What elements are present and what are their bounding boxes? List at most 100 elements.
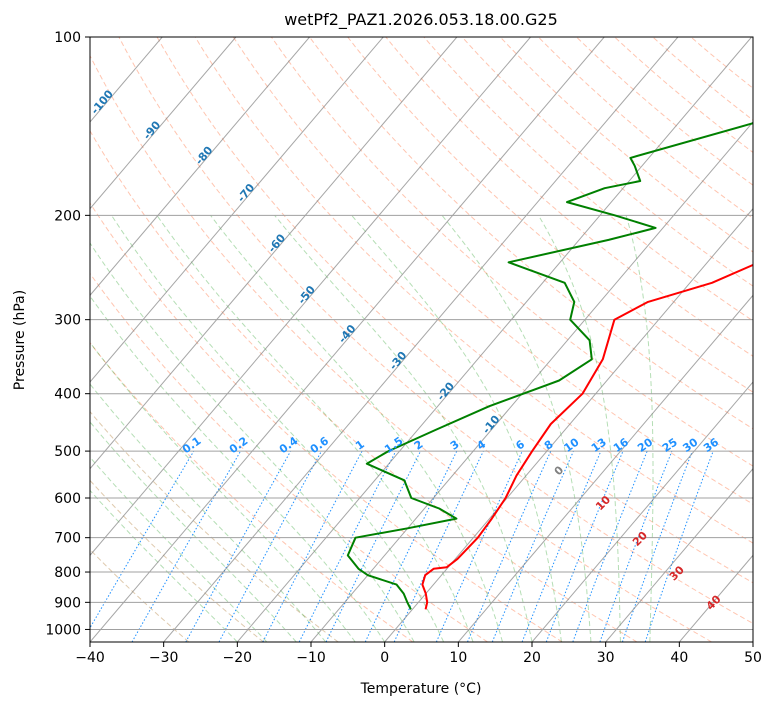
moist-adiabat [90, 456, 268, 642]
x-tick-label: −30 [149, 650, 179, 666]
isotherm-label: -90 [141, 118, 164, 142]
moist-adiabat [441, 214, 592, 642]
mixing-ratio-label: 8 [542, 438, 556, 453]
isotherm-label: -10 [480, 413, 503, 437]
dry-adiabat [156, 37, 753, 584]
y-tick-label: 900 [54, 595, 81, 611]
mixing-ratio-line [491, 450, 574, 642]
isotherm-label: -70 [235, 181, 258, 205]
mixing-ratio-line [621, 450, 693, 642]
isotherm-line [90, 37, 310, 297]
x-tick-label: 40 [670, 650, 688, 666]
moist-adiabat [90, 383, 327, 642]
dry-adiabat [90, 272, 488, 642]
mixing-ratio-line [325, 450, 422, 642]
x-axis: −40 −30 −20 −10 0 10 20 30 40 50 [75, 642, 762, 666]
mixing-ratio-line [185, 450, 292, 642]
isotherm-line [531, 381, 753, 642]
mixing-ratio-label: 36 [701, 435, 721, 455]
x-axis-label: Temperature (°C) [360, 681, 482, 697]
x-tick-label: −40 [75, 650, 105, 666]
sounding-lines [346, 121, 753, 610]
dry-adiabat [90, 54, 712, 642]
moist-adiabat [274, 214, 533, 642]
moist-adiabat [90, 489, 238, 642]
moist-adiabat [90, 341, 356, 642]
moist-adiabat [156, 215, 474, 642]
isotherm-label: -100 [88, 87, 116, 117]
mixing-ratio-label: 16 [611, 435, 631, 455]
isotherm-line [605, 467, 753, 642]
mixing-ratio-line [521, 450, 602, 642]
moist-adiabat [538, 215, 621, 642]
x-tick-label: 10 [449, 650, 467, 666]
mixing-ratio-line [644, 450, 714, 642]
mixing-ratio-label: 3 [448, 438, 462, 453]
mixing-ratio-label: 13 [589, 436, 609, 455]
y-tick-label: 400 [54, 387, 81, 403]
dry-adiabat [194, 37, 753, 544]
x-tick-label: 0 [380, 650, 389, 666]
mixing-ratio-line [131, 450, 242, 642]
x-tick-label: 30 [597, 650, 615, 666]
mixing-ratio-line [545, 450, 624, 642]
dry-adiabat [118, 37, 753, 625]
background-lines [90, 37, 753, 642]
mixing-ratio-line [572, 450, 648, 642]
isotherm-line [310, 121, 753, 642]
moist-adiabat [210, 214, 503, 642]
mixing-ratio-label: 2 [412, 438, 426, 453]
mixing-ratio-line [364, 450, 458, 642]
dry-adiabat [614, 37, 753, 154]
dewpoint-line [346, 121, 753, 610]
isotherm-label: -20 [434, 379, 457, 403]
dry-adiabat [347, 37, 753, 393]
x-tick-label: −10 [296, 650, 326, 666]
moist-adiabat [625, 215, 654, 642]
y-tick-label: 300 [54, 313, 81, 329]
isotherm-line [90, 37, 458, 470]
y-axis: 100 200 300 400 500 600 700 800 900 1000 [45, 30, 90, 638]
y-tick-label: 700 [54, 531, 81, 547]
line-labels: 0.1 0.2 0.4 0.6 1 1.5 2 3 4 6 8 10 13 16 20 25 30 36-100-… [88, 87, 724, 612]
plot-frame [89, 36, 754, 643]
dry-adiabat [385, 37, 753, 357]
theta-label: 20 [630, 529, 650, 549]
dry-adiabat [90, 202, 563, 642]
mixing-ratio-label: 0.4 [277, 434, 301, 456]
dry-adiabat [90, 479, 264, 642]
moist-adiabat [351, 214, 562, 642]
mixing-ratio-label: 0.6 [308, 434, 332, 456]
x-tick-label: −20 [223, 650, 253, 666]
mixing-ratio-line [298, 450, 397, 642]
mixing-ratio-line [218, 450, 322, 642]
dry-adiabat [576, 37, 753, 186]
mixing-ratio-label: 0.1 [180, 434, 203, 456]
mixing-ratio-line [599, 450, 673, 642]
dry-adiabat [309, 37, 753, 430]
dry-adiabat [690, 37, 753, 89]
mixing-ratio-label: 30 [680, 435, 700, 455]
isotherm-line [236, 37, 752, 642]
x-tick-label: 50 [744, 650, 762, 666]
y-axis-label: Pressure (hPa) [12, 290, 28, 390]
isotherm-label: -50 [295, 283, 318, 307]
moist-adiabat [90, 421, 297, 642]
isotherm-label: -40 [336, 322, 359, 346]
dry-adiabat [461, 37, 753, 287]
dry-adiabat [90, 410, 339, 642]
isotherm-label: -80 [193, 144, 216, 168]
isotherm-line [90, 37, 605, 642]
y-tick-label: 1000 [45, 622, 81, 638]
y-tick-label: 200 [54, 208, 81, 224]
mixing-ratio-label: 1 [353, 438, 367, 453]
theta-label: 0 [552, 463, 567, 478]
mixing-ratio-line [90, 450, 195, 629]
mixing-ratio-line [262, 450, 363, 642]
dry-adiabat [90, 129, 638, 642]
chart-title: wetPf2_PAZ1.2026.053.18.00.G25 [284, 10, 558, 30]
moist-adiabat [90, 242, 415, 642]
y-tick-label: 100 [54, 30, 81, 46]
isotherm-line [457, 294, 753, 642]
isotherm-line [163, 37, 679, 642]
